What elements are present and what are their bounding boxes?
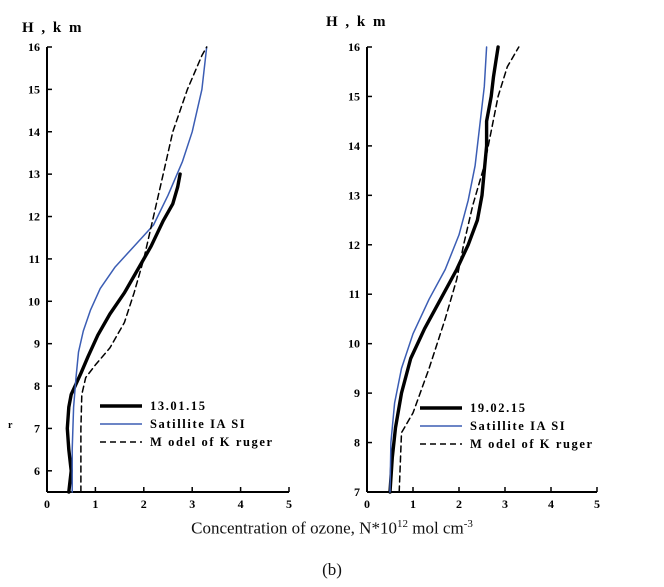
y-axis-title-right: H , k m — [326, 14, 388, 30]
x-tick-label: 3 — [502, 497, 508, 511]
y-tick-label: 12 — [28, 210, 40, 224]
x-tick-label: 0 — [44, 497, 50, 511]
extra-label-r: r — [8, 420, 13, 431]
y-tick-label: 6 — [34, 464, 40, 478]
series-line-thick-solid — [65, 172, 182, 494]
y-tick-label: 8 — [34, 379, 40, 393]
legend-right: 19.02.15 Satillite IA SI M odel of K ruger — [420, 401, 594, 451]
legend-left: 13.01.15 Satillite IA SI M odel of K ruger — [100, 399, 274, 449]
y-tick-label: 11 — [29, 252, 40, 266]
y-tick-label: 7 — [354, 485, 360, 499]
x-tick-label: 1 — [92, 497, 98, 511]
y-tick-label: 14 — [348, 139, 360, 153]
y-tick-label: 12 — [348, 238, 360, 252]
y-tick-label: 10 — [28, 294, 40, 308]
series-right — [388, 45, 520, 494]
legend-label: Satillite IA SI — [150, 417, 246, 431]
x-caption-sup2: -3 — [463, 518, 473, 530]
y-tick-label: 15 — [348, 89, 360, 103]
legend-label: M odel of K ruger — [470, 437, 594, 451]
y-tick-label: 9 — [34, 337, 40, 351]
x-caption-main: Concentration of ozone, N*10 — [191, 518, 397, 538]
y-tick-label: 15 — [28, 82, 40, 96]
x-caption-mid: mol cm — [407, 518, 464, 538]
series-line-thin-solid — [71, 46, 208, 493]
x-tick-label: 5 — [286, 497, 292, 511]
yticks-right: 7 8 9 10 11 12 13 14 15 16 — [348, 40, 372, 499]
y-tick-label: 8 — [354, 436, 360, 450]
x-tick-label: 2 — [456, 497, 462, 511]
y-tick-label: 10 — [348, 337, 360, 351]
x-tick-label: 2 — [141, 497, 147, 511]
y-tick-label: 7 — [34, 421, 40, 435]
axes-left — [46, 47, 289, 493]
x-tick-label: 4 — [238, 497, 244, 511]
legend-label: 13.01.15 — [150, 399, 207, 413]
y-tick-label: 9 — [354, 386, 360, 400]
series-line-dashed — [80, 46, 208, 493]
x-caption-sup1: 12 — [396, 518, 408, 530]
legend-label: Satillite IA SI — [470, 419, 566, 433]
x-tick-label: 0 — [364, 497, 370, 511]
series-line-thick-solid — [388, 45, 500, 494]
y-tick-label: 13 — [348, 188, 360, 202]
y-tick-label: 11 — [349, 287, 360, 301]
y-tick-label: 16 — [348, 40, 360, 54]
yticks-left: 6 7 8 9 10 11 12 13 14 15 16 — [28, 40, 52, 478]
x-tick-label: 1 — [410, 497, 416, 511]
series-line-thin-solid — [389, 46, 488, 493]
x-axis-caption: Concentration of ozone, N*1012 mol cm-3 — [0, 518, 664, 539]
y-tick-label: 13 — [28, 167, 40, 181]
series-left — [65, 46, 208, 494]
panel-label: (b) — [322, 560, 342, 579]
y-axis-title-left: H , k m — [22, 20, 84, 36]
xticks-left: 0 1 2 3 4 5 — [44, 487, 292, 511]
y-tick-label: 14 — [28, 125, 40, 139]
x-tick-label: 3 — [189, 497, 195, 511]
x-tick-label: 5 — [594, 497, 600, 511]
legend-label: M odel of K ruger — [150, 435, 274, 449]
axes-right — [366, 47, 597, 493]
xticks-right: 0 1 2 3 4 5 — [364, 487, 600, 511]
series-line-dashed — [398, 46, 520, 493]
legend-label: 19.02.15 — [470, 401, 527, 415]
y-tick-label: 16 — [28, 40, 40, 54]
x-tick-label: 4 — [548, 497, 554, 511]
